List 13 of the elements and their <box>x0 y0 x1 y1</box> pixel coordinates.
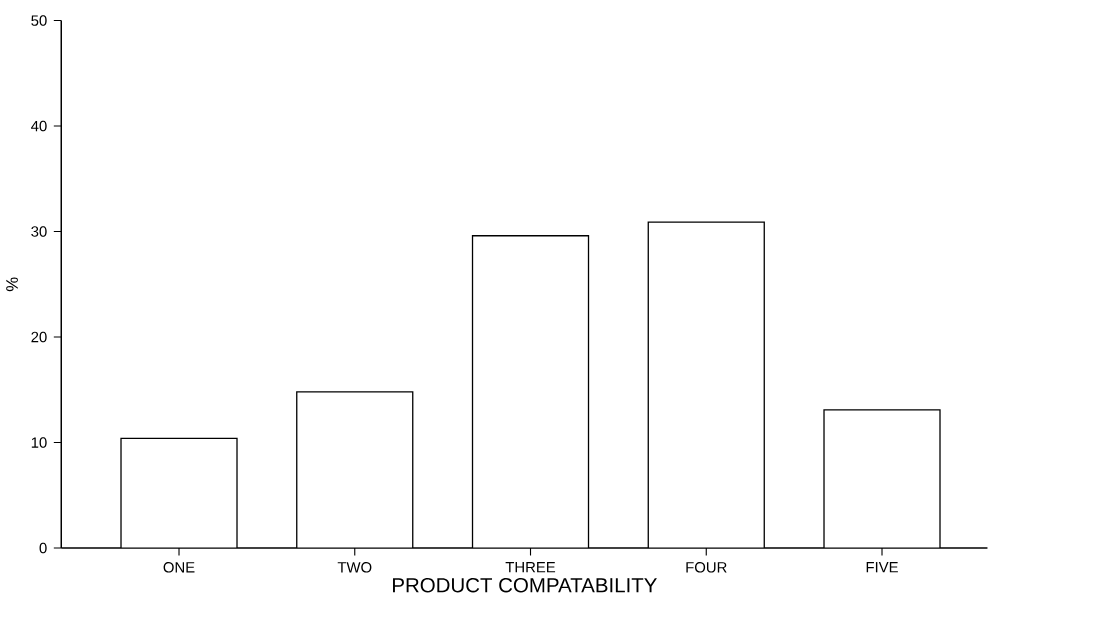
x-axis-title: PRODUCT COMPATABILITY <box>393 578 657 593</box>
x-tick-label: THREE <box>505 562 556 573</box>
x-tick-label: ONE <box>163 562 195 573</box>
y-tick-label: 20 <box>31 331 47 343</box>
y-tick-label: 30 <box>31 226 47 237</box>
x-tick-label: FIVE <box>866 562 898 573</box>
y-axis-title: % <box>6 277 18 292</box>
y-tick-label: 50 <box>31 15 47 26</box>
y-tick-label: 10 <box>31 437 47 448</box>
y-tick-label: 40 <box>31 120 47 132</box>
x-tick-label: TWO <box>337 562 372 573</box>
y-tick-label: 0 <box>39 542 47 554</box>
x-tick-label: FOUR <box>686 562 727 573</box>
